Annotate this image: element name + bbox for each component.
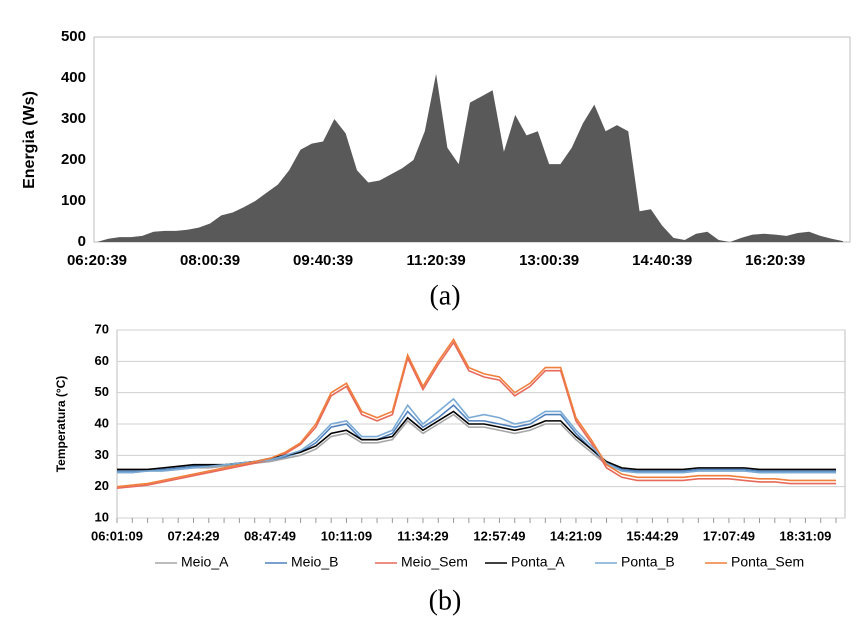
x-tick-label: 13:00:39	[519, 252, 579, 269]
legend-label: Ponta_Sem	[731, 554, 804, 570]
x-tick-label: 08:00:39	[180, 252, 240, 269]
x-tick-label: 10:11:09	[321, 528, 372, 543]
x-tick-label: 06:01:09	[91, 528, 143, 543]
y-tick-label: 300	[61, 110, 86, 127]
y-tick-label: 400	[61, 69, 86, 86]
x-tick-label: 06:20:39	[67, 252, 127, 269]
y-tick-label: 50	[95, 384, 109, 399]
y-tick-label: 10	[95, 509, 109, 524]
series-line	[116, 341, 836, 490]
legend-label: Meio_A	[181, 554, 229, 570]
y-tick-label: 30	[95, 447, 109, 462]
legend-label: Ponta_A	[511, 554, 565, 570]
legend-label: Meio_B	[291, 554, 338, 570]
y-tick-label: 500	[61, 28, 86, 45]
x-tick-label: 09:40:39	[293, 252, 353, 269]
legend-label: Meio_Sem	[401, 554, 468, 570]
caption: (b)	[429, 585, 462, 616]
y-tick-label: 100	[61, 192, 86, 209]
y-tick-label: 0	[78, 233, 86, 250]
area	[97, 73, 843, 243]
x-tick-label: 14:40:39	[632, 252, 692, 269]
y-tick-label: 60	[95, 353, 109, 368]
y-tick-label: 200	[61, 151, 86, 168]
y-tick-label: 40	[95, 415, 109, 430]
x-tick-label: 08:47:49	[244, 528, 296, 543]
series-line	[117, 404, 836, 472]
x-tick-label: 14:21:09	[550, 528, 602, 543]
x-tick-label: 16:20:39	[745, 252, 805, 269]
series-line	[117, 397, 836, 474]
x-tick-label: 12:57:49	[473, 528, 525, 543]
y-tick-label: 70	[95, 321, 109, 336]
x-tick-label: 07:24:29	[167, 528, 219, 543]
series-line	[116, 337, 836, 488]
legend-label: Ponta_B	[621, 554, 675, 570]
x-tick-label: 15:44:29	[626, 528, 678, 543]
y-tick-label: 20	[95, 478, 109, 493]
caption: (a)	[429, 280, 460, 311]
x-tick-label: 11:34:29	[397, 528, 448, 543]
x-tick-label: 11:20:39	[406, 252, 465, 269]
x-tick-label: 18:31:09	[779, 528, 831, 543]
x-tick-label: 17:07:49	[703, 528, 755, 543]
y-axis-label: Energia (Ws)	[21, 91, 38, 189]
y-axis-label: Temperatura (°C)	[54, 376, 68, 473]
